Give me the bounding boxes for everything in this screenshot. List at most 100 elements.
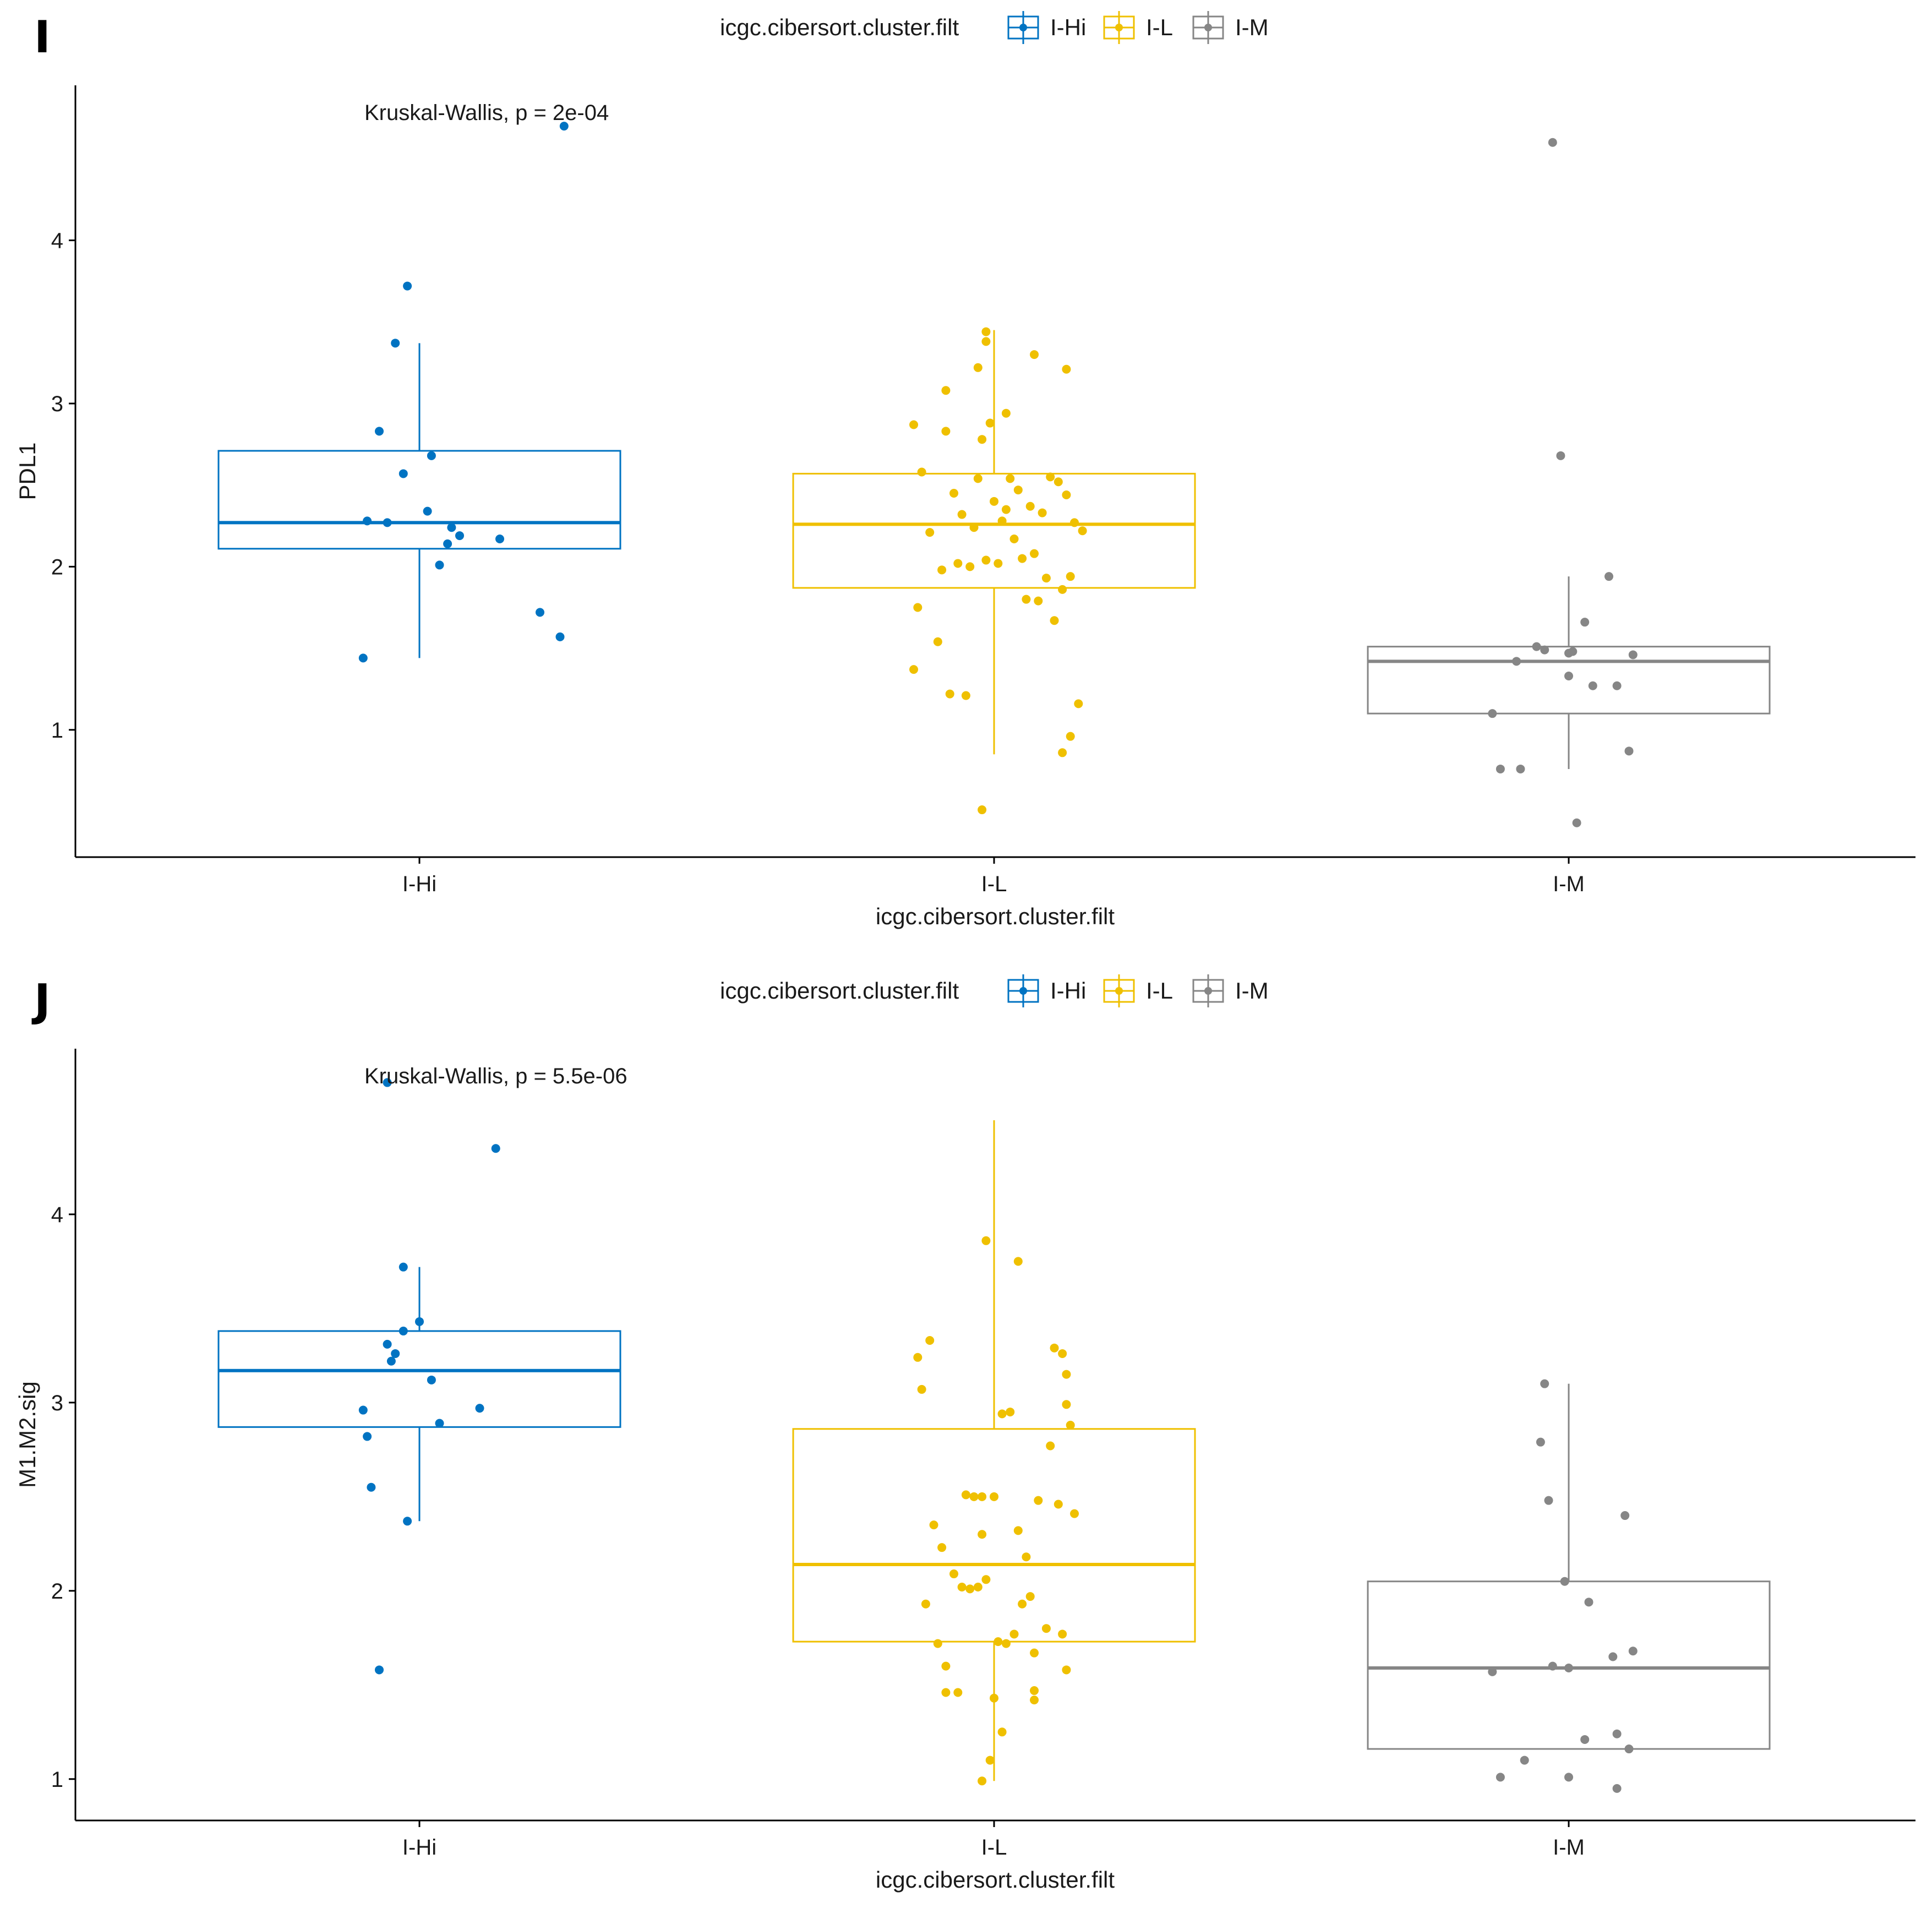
data-point — [933, 637, 942, 646]
data-point — [435, 1419, 444, 1428]
data-point — [1022, 1552, 1031, 1562]
data-point — [1066, 732, 1075, 741]
data-point — [391, 339, 400, 348]
iqr-box — [1367, 646, 1771, 715]
data-point — [1544, 1496, 1553, 1505]
data-point — [1041, 1624, 1051, 1633]
legend-key-point — [1019, 24, 1027, 31]
data-point — [1025, 501, 1035, 511]
legend-label-i-l: I-L — [1146, 978, 1173, 1004]
data-point — [1588, 681, 1597, 690]
box-i-m — [1367, 1383, 1771, 1750]
data-point — [555, 632, 565, 641]
data-point — [1496, 764, 1505, 773]
legend-key-i-m — [1192, 974, 1224, 1007]
data-point — [981, 327, 991, 336]
data-point — [1628, 1647, 1638, 1656]
data-point — [1046, 1441, 1055, 1451]
data-point — [383, 1078, 392, 1087]
y-tick-label: 1 — [51, 1768, 63, 1792]
data-point — [1580, 1735, 1590, 1744]
data-point — [961, 691, 970, 700]
data-point — [1074, 699, 1083, 708]
data-point — [1548, 1661, 1557, 1671]
data-point — [1054, 1500, 1063, 1509]
data-point — [1540, 645, 1549, 655]
data-point — [1041, 574, 1051, 583]
x-tick-label: I-Hi — [402, 1835, 436, 1860]
data-point — [1062, 1665, 1071, 1675]
data-point — [1013, 486, 1023, 495]
data-point — [1520, 1756, 1529, 1765]
data-point — [997, 1409, 1007, 1419]
data-point — [1001, 408, 1011, 418]
data-point — [495, 535, 504, 544]
data-point — [1018, 1599, 1027, 1609]
data-point — [1034, 1496, 1043, 1505]
x-tick-label: I-Hi — [402, 872, 436, 896]
kruskal-wallis-annotation: Kruskal-Wallis, p = 5.5e-06 — [364, 1064, 627, 1088]
legend-title: icgc.cibersort.cluster.filt — [720, 978, 959, 1004]
data-point — [1604, 572, 1613, 581]
legend-key-i-m — [1192, 11, 1224, 44]
data-point — [1612, 1729, 1622, 1738]
data-point — [1054, 477, 1063, 487]
data-point — [1025, 1592, 1035, 1601]
data-point — [1013, 1257, 1023, 1266]
data-point — [1564, 1664, 1573, 1673]
data-point — [403, 1517, 412, 1526]
data-point — [1612, 1784, 1622, 1793]
x-tick-label: I-M — [1553, 1835, 1585, 1860]
data-point — [399, 1262, 408, 1272]
data-point — [909, 420, 918, 429]
data-point — [941, 427, 951, 436]
data-point — [1560, 1577, 1569, 1586]
data-point — [917, 1384, 926, 1394]
data-point — [981, 337, 991, 346]
data-point — [1572, 818, 1581, 827]
legend: icgc.cibersort.cluster.filt I-Hi I-L I-M — [720, 974, 1269, 1007]
points-i-m — [1488, 138, 1638, 827]
data-point — [990, 1492, 998, 1501]
data-point — [969, 523, 979, 532]
data-point — [363, 1432, 372, 1441]
data-point — [383, 1339, 392, 1349]
data-point — [1564, 1773, 1573, 1782]
data-point — [1556, 451, 1565, 460]
data-point — [913, 603, 923, 612]
data-point — [1030, 350, 1039, 359]
legend-label-i-m: I-M — [1235, 978, 1269, 1004]
data-point — [1001, 505, 1011, 514]
x-tick-label: I-L — [981, 872, 1007, 896]
data-point — [1540, 1379, 1549, 1388]
y-tick-label: 4 — [51, 1203, 63, 1227]
data-point — [1564, 671, 1573, 680]
data-point — [973, 1582, 983, 1591]
data-point — [399, 1326, 408, 1335]
data-point — [1612, 681, 1622, 690]
data-point — [443, 539, 452, 548]
data-point — [1018, 554, 1027, 563]
data-point — [1050, 1343, 1059, 1353]
points-i-l — [909, 327, 1087, 815]
data-point — [1584, 1598, 1593, 1607]
data-point — [990, 1693, 998, 1703]
box-i-l — [792, 330, 1196, 755]
data-point — [909, 665, 918, 674]
data-point — [427, 1375, 436, 1384]
data-point — [973, 363, 983, 372]
data-point — [1620, 1511, 1630, 1520]
legend-key-i-l — [1103, 11, 1135, 44]
data-point — [1009, 535, 1019, 544]
data-point — [1532, 642, 1541, 651]
data-point — [1030, 1686, 1039, 1696]
data-point — [559, 122, 569, 131]
data-point — [961, 1490, 970, 1500]
data-point — [990, 497, 998, 506]
legend-key-point — [1204, 987, 1212, 995]
box-i-l — [792, 1120, 1196, 1781]
data-point — [965, 1584, 975, 1594]
data-point — [957, 510, 967, 519]
data-point — [1516, 764, 1525, 773]
